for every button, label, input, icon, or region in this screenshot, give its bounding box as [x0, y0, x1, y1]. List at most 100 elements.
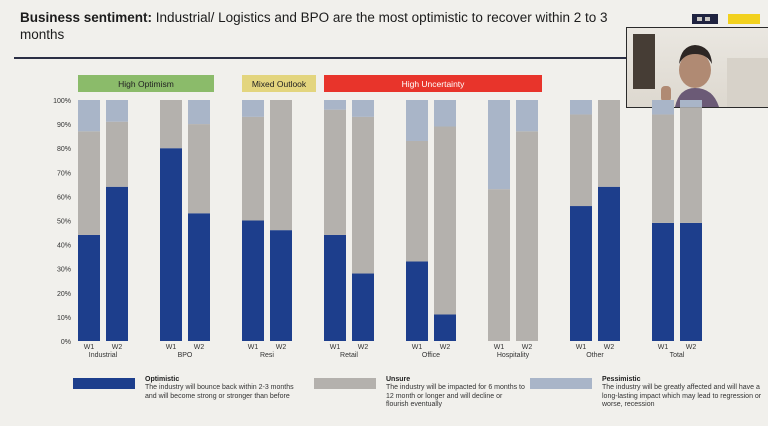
slide-title-bold: Business sentiment: [20, 10, 153, 25]
slide-title: Business sentiment: Industrial/ Logistic… [20, 9, 620, 43]
bar-segment-office-w1-pessimistic [406, 100, 428, 141]
category-label-resi: Resi [260, 352, 274, 359]
bar-label: W1 [494, 344, 505, 351]
bar-segment-total-w1-unsure [652, 114, 674, 223]
bar-segment-other-w2-unsure [598, 100, 620, 187]
bar-label: W1 [330, 344, 341, 351]
category-label-total: Total [670, 352, 685, 359]
y-tick-label: 60% [57, 194, 71, 201]
y-tick-label: 100% [53, 98, 71, 105]
bar-segment-retail-w2-unsure [352, 116, 374, 274]
legend-desc-unsure: The industry will be impacted for 6 mont… [386, 384, 525, 408]
bar-segment-industrial-w2-optimistic [106, 186, 128, 341]
legend-desc-pessimistic: The industry will be greatly affected an… [602, 384, 762, 408]
category-label-retail: Retail [340, 352, 358, 359]
bar-segment-industrial-w2-unsure [106, 121, 128, 187]
legend-swatch-pessimistic [530, 378, 592, 389]
bar-label: W2 [276, 344, 287, 351]
bar-segment-retail-w2-pessimistic [352, 100, 374, 117]
bar-segment-retail-w1-pessimistic [324, 100, 346, 110]
y-tick-label: 90% [57, 122, 71, 129]
bar-segment-other-w1-optimistic [570, 206, 592, 341]
y-tick-label: 20% [57, 291, 71, 298]
bar-segment-hospitality-w1-pessimistic [488, 100, 510, 190]
bar-label: W2 [686, 344, 697, 351]
category-label-office: Office [422, 352, 440, 359]
bar-segment-other-w1-pessimistic [570, 100, 592, 115]
bar-segment-total-w2-pessimistic [680, 100, 702, 108]
bar-label: W1 [576, 344, 587, 351]
bar-segment-resi-w1-unsure [242, 116, 264, 221]
bar-segment-total-w2-unsure [680, 107, 702, 223]
logo-block-yellow [728, 14, 760, 24]
stacked-bar-chart: 0%10%20%30%40%50%60%70%80%90%100%W1 W2Ind… [53, 75, 702, 359]
slide-title-rest: Industrial/ Logistics and BPO are the mo… [20, 10, 608, 42]
legend-title-optimistic: Optimistic [145, 376, 180, 383]
bar-segment-industrial-w1-unsure [78, 131, 100, 235]
category-label-hospitality: Hospitality [497, 352, 530, 359]
y-tick-label: 0% [61, 339, 71, 346]
bar-label: W1 [248, 344, 259, 351]
bar-segment-office-w1-unsure [406, 140, 428, 262]
category-tag-label: Mixed Outlook [252, 79, 307, 89]
bar-label: W1 [84, 344, 95, 351]
bar-segment-bpo-w1-optimistic [160, 148, 182, 341]
bar-segment-hospitality-w1-unsure [488, 189, 510, 341]
bar-segment-office-w2-pessimistic [434, 100, 456, 127]
category-tag-label: High Uncertainty [402, 79, 466, 89]
bar-segment-other-w2-optimistic [598, 186, 620, 341]
bar-label: W2 [522, 344, 533, 351]
bar-segment-bpo-w2-pessimistic [188, 100, 210, 125]
bar-segment-retail-w1-optimistic [324, 234, 346, 341]
bar-segment-bpo-w2-optimistic [188, 213, 210, 341]
category-tag-mixed-outlook [242, 75, 316, 92]
bar-segment-bpo-w1-unsure [160, 100, 182, 149]
bar-segment-retail-w2-optimistic [352, 273, 374, 341]
presenter-video-icon [633, 34, 768, 107]
bar-label: W1 [166, 344, 177, 351]
bar-segment-resi-w2-optimistic [270, 230, 292, 341]
bar-label: W2 [358, 344, 369, 351]
legend-desc-optimistic: The industry will bounce back within 2-3… [145, 384, 294, 400]
category-label-industrial: Industrial [89, 352, 118, 359]
y-tick-label: 40% [57, 243, 71, 250]
bar-segment-total-w2-optimistic [680, 222, 702, 341]
y-tick-label: 50% [57, 219, 71, 226]
legend-title-unsure: Unsure [386, 376, 411, 383]
legend-swatch-optimistic [73, 378, 135, 389]
bar-label: W1 [412, 344, 423, 351]
legend-title-pessimistic: Pessimistic [602, 376, 641, 383]
logo-block-gray-2 [705, 17, 710, 21]
bar-segment-industrial-w1-optimistic [78, 234, 100, 341]
y-tick-label: 30% [57, 267, 71, 274]
bar-segment-retail-w1-unsure [324, 109, 346, 235]
bar-segment-other-w1-unsure [570, 114, 592, 207]
y-tick-label: 80% [57, 146, 71, 153]
bar-segment-total-w1-optimistic [652, 222, 674, 341]
bar-segment-resi-w2-unsure [270, 100, 292, 231]
bar-label: W2 [112, 344, 123, 351]
bar-segment-office-w2-optimistic [434, 314, 456, 341]
category-label-other: Other [586, 352, 604, 359]
category-label-bpo: BPO [178, 352, 193, 359]
bar-segment-total-w1-pessimistic [652, 100, 674, 115]
category-tag-high-uncertainty [324, 75, 542, 92]
bar-label: W2 [604, 344, 615, 351]
logo-block-gray [697, 17, 702, 21]
bar-label: W2 [194, 344, 205, 351]
bar-segment-hospitality-w2-pessimistic [516, 100, 538, 132]
legend-swatch-unsure [314, 378, 376, 389]
bar-label: W1 [658, 344, 669, 351]
bar-segment-bpo-w2-unsure [188, 124, 210, 214]
title-divider [14, 57, 768, 59]
category-tag-label: High Optimism [118, 79, 174, 89]
y-tick-label: 10% [57, 315, 71, 322]
webcam-video-feed [626, 27, 768, 108]
bar-segment-office-w1-optimistic [406, 261, 428, 341]
bar-segment-resi-w1-pessimistic [242, 100, 264, 117]
y-tick-label: 70% [57, 170, 71, 177]
bar-segment-hospitality-w2-unsure [516, 131, 538, 341]
bar-segment-resi-w1-optimistic [242, 220, 264, 341]
bar-label: W2 [440, 344, 451, 351]
bar-segment-industrial-w1-pessimistic [78, 100, 100, 132]
